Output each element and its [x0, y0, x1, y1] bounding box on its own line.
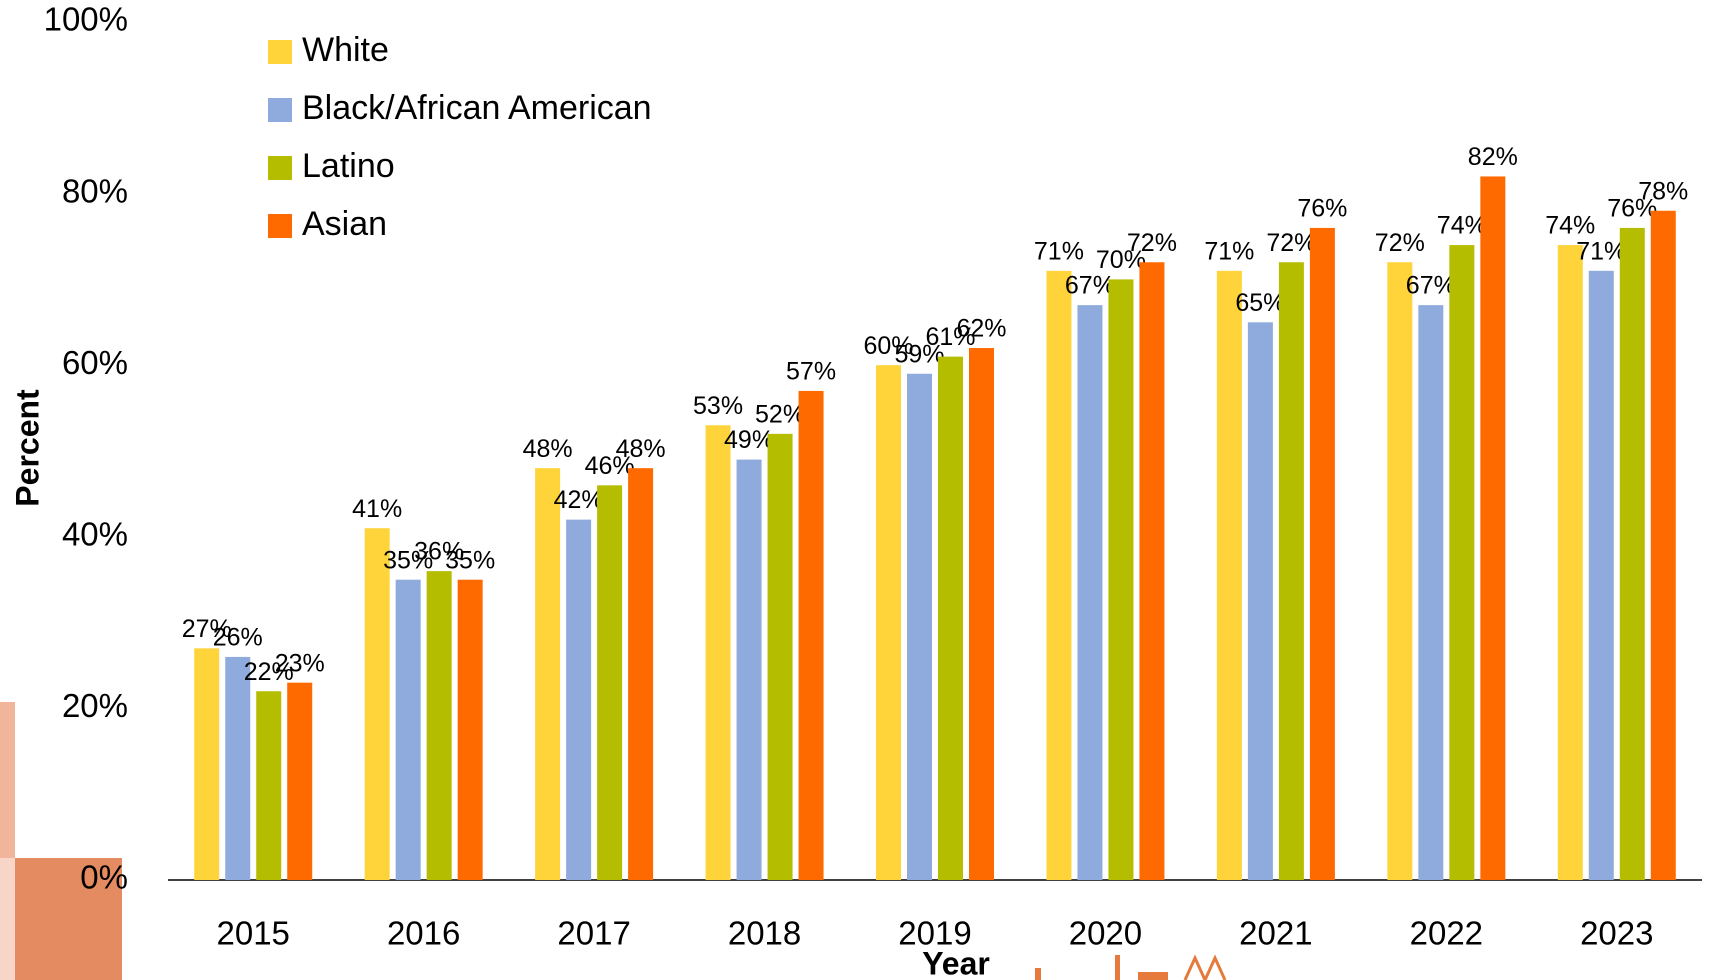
value-label: 71%	[1204, 237, 1254, 265]
bar	[1387, 262, 1412, 880]
value-label: 82%	[1468, 143, 1518, 171]
bar	[1217, 271, 1242, 880]
bar	[1651, 211, 1676, 880]
legend-swatch	[268, 98, 292, 122]
value-label: 65%	[1235, 289, 1285, 317]
x-tick-label: 2017	[557, 915, 630, 952]
value-label: 76%	[1297, 195, 1347, 223]
x-tick-label: 2022	[1410, 915, 1483, 952]
x-tick-label: 2020	[1069, 915, 1142, 952]
bar	[706, 425, 731, 880]
x-tick-label: 2015	[217, 915, 290, 952]
bar	[938, 357, 963, 880]
legend-swatch	[268, 40, 292, 64]
bar	[1139, 262, 1164, 880]
value-label: 71%	[1576, 237, 1626, 265]
bar	[396, 580, 421, 880]
value-label: 57%	[786, 358, 836, 386]
y-tick-label: 0%	[80, 859, 128, 896]
value-label: 53%	[693, 392, 743, 420]
y-tick-label: 60%	[62, 344, 128, 381]
chart: Percent Year 0%20%40%60%80%100%201527%26…	[0, 0, 1733, 980]
decoration	[0, 858, 15, 980]
bar	[969, 348, 994, 880]
bar	[1248, 322, 1273, 880]
value-label: 26%	[213, 624, 263, 652]
x-tick-label: 2016	[387, 915, 460, 952]
legend-label: White	[302, 31, 389, 69]
value-label: 62%	[956, 315, 1006, 343]
bar	[287, 683, 312, 880]
bar	[256, 691, 281, 880]
x-tick-label: 2021	[1239, 915, 1312, 952]
bar	[1620, 228, 1645, 880]
x-tick-label: 2023	[1580, 915, 1653, 952]
bar	[365, 528, 390, 880]
bar	[1046, 271, 1071, 880]
bar	[225, 657, 250, 880]
bar	[1077, 305, 1102, 880]
legend-label: Black/African American	[302, 89, 652, 127]
skyline-icon	[1035, 955, 1225, 980]
y-axis-title: Percent	[9, 389, 45, 507]
bar	[535, 468, 560, 880]
bar	[1558, 245, 1583, 880]
bar	[1279, 262, 1304, 880]
legend-swatch	[268, 156, 292, 180]
legend-label: Latino	[302, 147, 395, 185]
bar	[427, 571, 452, 880]
bar	[1480, 176, 1505, 880]
value-label: 74%	[1545, 212, 1595, 240]
value-label: 49%	[724, 426, 774, 454]
bar	[799, 391, 824, 880]
bar	[876, 365, 901, 880]
value-label: 48%	[616, 435, 666, 463]
bar	[628, 468, 653, 880]
y-tick-label: 80%	[62, 172, 128, 209]
value-label: 67%	[1406, 272, 1456, 300]
value-label: 72%	[1266, 229, 1316, 257]
bar	[566, 520, 591, 880]
x-tick-label: 2018	[728, 915, 801, 952]
value-label: 74%	[1437, 212, 1487, 240]
bar	[1108, 279, 1133, 880]
value-label: 72%	[1375, 229, 1425, 257]
bar	[737, 460, 762, 880]
value-label: 52%	[755, 400, 805, 428]
bar	[768, 434, 793, 880]
x-tick-label: 2019	[898, 915, 971, 952]
value-label: 35%	[445, 546, 495, 574]
legend-swatch	[268, 214, 292, 238]
bar	[1449, 245, 1474, 880]
value-label: 48%	[523, 435, 573, 463]
legend-label: Asian	[302, 205, 387, 243]
y-tick-label: 100%	[44, 1, 128, 38]
value-label: 72%	[1127, 229, 1177, 257]
value-label: 67%	[1065, 272, 1115, 300]
y-tick-label: 40%	[62, 516, 128, 553]
bar	[1589, 271, 1614, 880]
bar	[194, 648, 219, 880]
bar	[1310, 228, 1335, 880]
bar	[597, 485, 622, 880]
value-label: 42%	[554, 486, 604, 514]
bar	[907, 374, 932, 880]
value-label: 23%	[275, 649, 325, 677]
value-label: 78%	[1638, 177, 1688, 205]
value-label: 41%	[352, 495, 402, 523]
bar	[458, 580, 483, 880]
bar	[1418, 305, 1443, 880]
y-tick-label: 20%	[62, 687, 128, 724]
value-label: 71%	[1034, 237, 1084, 265]
